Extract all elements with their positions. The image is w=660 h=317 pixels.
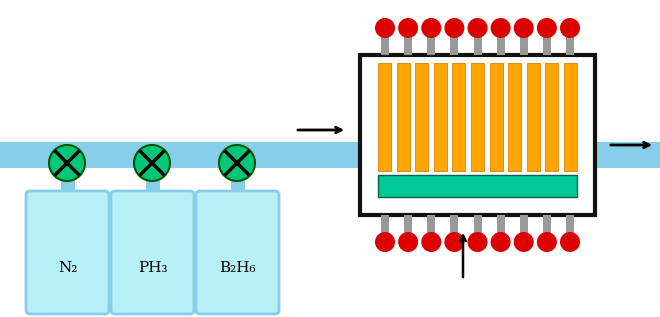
FancyBboxPatch shape [26,191,109,314]
Bar [61,166,75,197]
Bar [508,63,521,171]
Bar [381,215,389,233]
Text: N₂: N₂ [58,261,77,275]
Circle shape [560,232,580,252]
Circle shape [421,232,442,252]
Bar [427,37,435,55]
Bar [543,37,551,55]
Circle shape [219,145,255,181]
Circle shape [490,232,511,252]
Bar [471,63,484,171]
Bar [404,37,412,55]
Bar [397,63,410,171]
Bar [520,215,528,233]
Bar [450,215,459,233]
Circle shape [537,18,557,38]
Bar [145,166,160,197]
Circle shape [375,232,395,252]
Bar [473,215,482,233]
Circle shape [537,232,557,252]
Circle shape [375,18,395,38]
Bar [520,37,528,55]
Bar [360,55,595,215]
Circle shape [467,18,488,38]
Bar [543,215,551,233]
Bar [450,37,459,55]
Bar [527,63,540,171]
Bar [496,37,505,55]
Text: B₂H₆: B₂H₆ [219,261,256,275]
FancyBboxPatch shape [196,191,279,314]
Bar [378,63,391,171]
Circle shape [444,18,465,38]
Circle shape [49,145,85,181]
Circle shape [467,232,488,252]
Bar [452,63,465,171]
Bar [545,63,558,171]
Bar [473,37,482,55]
Bar [381,37,389,55]
Bar [490,63,503,171]
Bar [566,215,574,233]
Circle shape [444,232,465,252]
Circle shape [398,18,418,38]
Bar [415,63,428,171]
Circle shape [513,232,534,252]
Circle shape [560,18,580,38]
Circle shape [398,232,418,252]
Circle shape [490,18,511,38]
Bar [496,215,505,233]
Circle shape [421,18,442,38]
Text: PH₃: PH₃ [138,261,167,275]
Bar [378,175,577,197]
Bar [0,142,660,168]
Bar [564,63,577,171]
Bar [404,215,412,233]
Bar [230,166,244,197]
Bar [427,215,435,233]
FancyBboxPatch shape [111,191,194,314]
Circle shape [134,145,170,181]
Circle shape [513,18,534,38]
Bar [434,63,447,171]
Bar [566,37,574,55]
